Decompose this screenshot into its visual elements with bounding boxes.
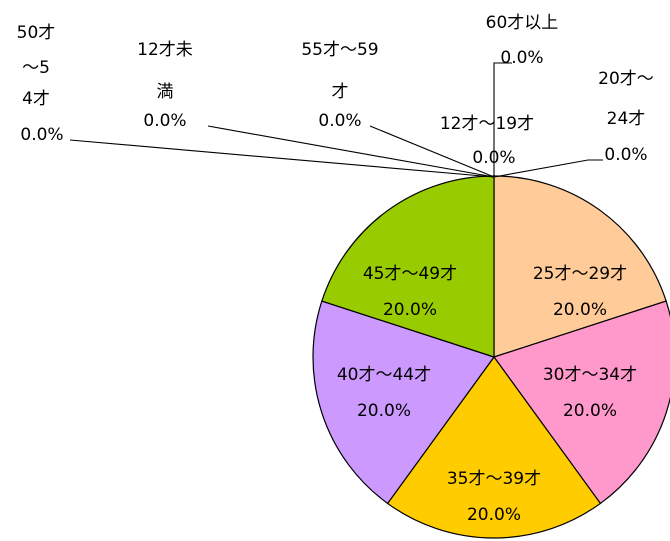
category-label-6: 35才～39才 <box>447 469 541 489</box>
category-label-9-line-3: 4才 <box>22 89 50 109</box>
percent-label-11: 0.0% <box>500 48 543 68</box>
category-label-9-line-1: 50才 <box>17 23 56 43</box>
slice-6 <box>386 355 602 539</box>
leader-lines <box>69 62 603 178</box>
percent-label-5: 20.0% <box>563 401 617 421</box>
category-label-7: 40才～44才 <box>337 365 431 385</box>
percent-label-3: 0.0% <box>604 145 647 165</box>
leader-line-11 <box>493 62 512 177</box>
percent-label-9: 0.0% <box>20 125 63 145</box>
percent-label-4: 20.0% <box>553 300 607 320</box>
category-label-10-line-2: 才 <box>332 82 349 102</box>
percent-label-2: 0.0% <box>472 148 515 168</box>
pie-slices <box>312 175 670 539</box>
category-label-4: 25才～29才 <box>533 264 627 284</box>
category-label-10-line-1: 55才～59 <box>301 40 378 60</box>
leader-line-10 <box>369 125 495 178</box>
slice-4 <box>493 175 667 358</box>
slice-5 <box>493 300 670 505</box>
percent-label-8: 20.0% <box>383 300 437 320</box>
percent-label-7: 20.0% <box>357 401 411 421</box>
category-label-8: 45才～49才 <box>363 264 457 284</box>
category-label-5: 30才～34才 <box>543 365 637 385</box>
category-label-2: 12才～19才 <box>440 114 534 134</box>
slice-7 <box>312 300 495 505</box>
percent-label-10: 0.0% <box>318 111 361 131</box>
leader-line-3 <box>493 159 603 178</box>
leader-line-9 <box>69 139 495 178</box>
percent-label-6: 20.0% <box>467 505 521 525</box>
category-label-3-line-1: 20才～ <box>598 69 654 89</box>
category-label-1-line-1: 12才未 <box>137 40 193 60</box>
category-label-1-line-2: 満 <box>157 82 174 102</box>
category-label-3-line-2: 24才 <box>607 109 646 129</box>
category-label-9-line-2: ～5 <box>22 58 50 78</box>
leader-line-1 <box>207 125 495 178</box>
category-label-11: 60才以上 <box>486 13 559 33</box>
percent-label-1: 0.0% <box>143 111 186 131</box>
slice-8 <box>321 175 495 358</box>
